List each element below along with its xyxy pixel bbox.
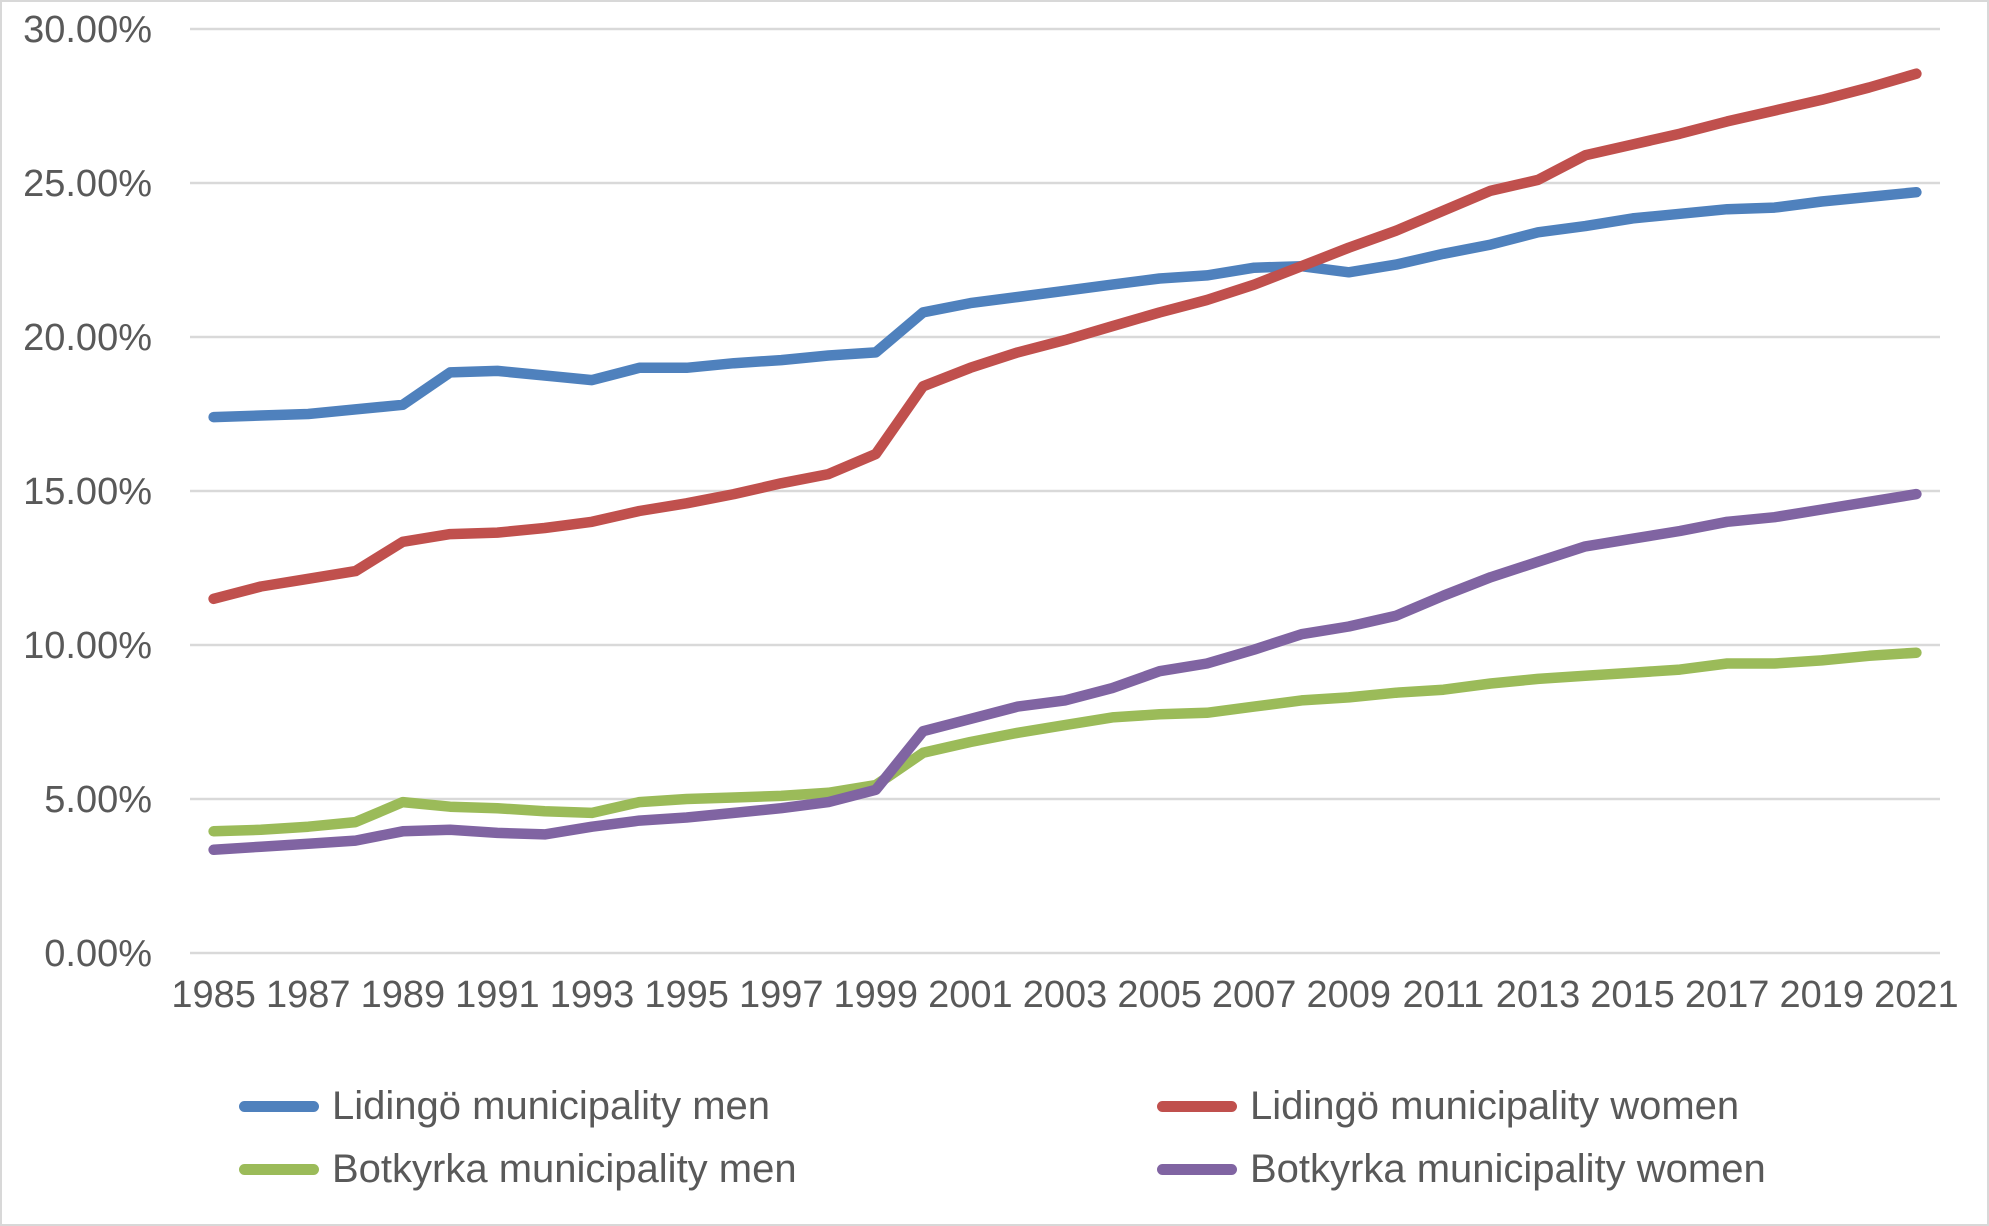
y-axis-tick-label: 15.00% bbox=[23, 471, 152, 513]
x-axis-tick-label: 1997 bbox=[739, 974, 824, 1016]
y-axis-tick-label: 10.00% bbox=[23, 625, 152, 667]
legend-item-lidingo-women: Lidingö municipality women bbox=[1157, 1084, 1766, 1129]
legend-item-lidingo-men: Lidingö municipality men bbox=[239, 1084, 1157, 1129]
y-axis-tick-label: 30.00% bbox=[23, 9, 152, 51]
y-axis-tick-label: 20.00% bbox=[23, 317, 152, 359]
y-axis-tick-label: 25.00% bbox=[23, 163, 152, 205]
x-axis-tick-label: 2019 bbox=[1779, 974, 1864, 1016]
legend-swatch-botkyrka-women bbox=[1157, 1164, 1237, 1175]
x-axis-tick-label: 2001 bbox=[928, 974, 1013, 1016]
legend-item-botkyrka-women: Botkyrka municipality women bbox=[1157, 1147, 1766, 1192]
series-line-2 bbox=[208, 647, 1922, 837]
legend-label-lidingo-men: Lidingö municipality men bbox=[332, 1084, 771, 1128]
legend-label-botkyrka-women: Botkyrka municipality women bbox=[1250, 1147, 1766, 1191]
legend: Lidingö municipality men Lidingö municip… bbox=[239, 1084, 1766, 1192]
x-axis-tick-label: 1993 bbox=[550, 974, 635, 1016]
series-line-1 bbox=[208, 68, 1922, 605]
legend-swatch-botkyrka-men bbox=[239, 1164, 319, 1175]
legend-label-lidingo-women: Lidingö municipality women bbox=[1250, 1084, 1740, 1128]
x-axis-tick-label: 2011 bbox=[1403, 974, 1485, 1016]
series-line-3 bbox=[208, 488, 1922, 856]
x-axis-tick-label: 2003 bbox=[1023, 974, 1108, 1016]
y-axis-tick-label: 5.00% bbox=[44, 779, 152, 821]
plot-area: 0.00% 5.00% 10.00% 15.00% 20.00% 25.00% 30.00%… bbox=[23, 9, 1959, 1016]
x-axis-tick-label: 2015 bbox=[1590, 974, 1675, 1016]
x-axis-tick-label: 2007 bbox=[1212, 974, 1297, 1016]
x-axis-tick-label: 1995 bbox=[644, 974, 729, 1016]
series-line-0 bbox=[208, 186, 1922, 423]
x-axis-tick-label: 2021 bbox=[1874, 974, 1959, 1016]
x-axis-tick-label: 1991 bbox=[455, 974, 540, 1016]
x-axis-tick-label: 2017 bbox=[1685, 974, 1770, 1016]
x-axis-tick-label: 1987 bbox=[266, 974, 351, 1016]
legend-swatch-lidingo-women bbox=[1157, 1101, 1237, 1112]
legend-item-botkyrka-men: Botkyrka municipality men bbox=[239, 1147, 1157, 1192]
x-axis-tick-label: 2009 bbox=[1307, 974, 1392, 1016]
y-axis-tick-label: 0.00% bbox=[44, 933, 152, 975]
x-axis-tick-label: 1989 bbox=[361, 974, 446, 1016]
x-axis-tick-label: 1999 bbox=[834, 974, 919, 1016]
x-axis-tick-label: 1985 bbox=[171, 974, 256, 1016]
legend-label-botkyrka-men: Botkyrka municipality men bbox=[332, 1147, 797, 1191]
legend-swatch-lidingo-men bbox=[239, 1101, 319, 1112]
x-axis-tick-label: 2013 bbox=[1496, 974, 1581, 1016]
x-axis-tick-label: 2005 bbox=[1117, 974, 1202, 1016]
